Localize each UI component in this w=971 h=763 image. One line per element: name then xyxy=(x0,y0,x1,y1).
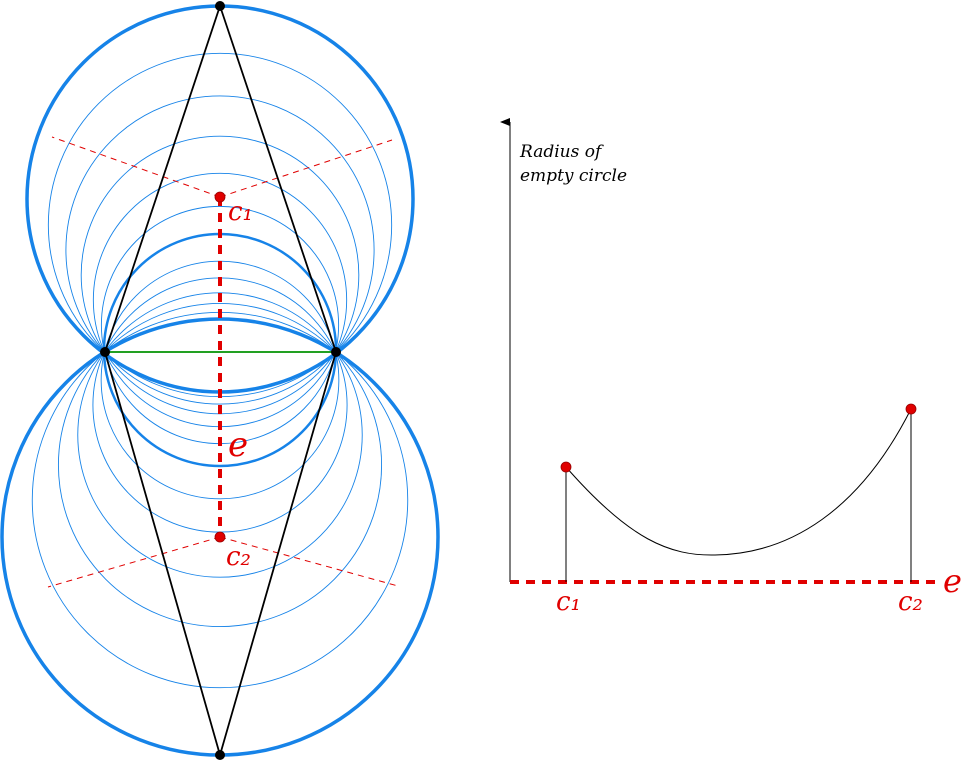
label-e: e xyxy=(228,425,248,465)
label-c1: c₁ xyxy=(228,197,253,227)
label-e: e xyxy=(943,562,962,600)
vertices xyxy=(100,1,341,760)
label-c2: c₂ xyxy=(226,542,251,572)
thin-circle xyxy=(77,292,363,578)
circle-family xyxy=(31,52,409,689)
bisectors xyxy=(47,136,399,588)
radius-curve xyxy=(565,408,912,556)
endpoint xyxy=(905,403,917,415)
axis-label: empty circle xyxy=(520,166,627,186)
thin-circle xyxy=(31,311,409,689)
axis-label: Radius of xyxy=(519,142,604,162)
centers xyxy=(214,191,226,543)
x-label: c₁ xyxy=(556,587,581,617)
thin-circle xyxy=(65,95,375,405)
thin-circle xyxy=(57,302,383,628)
thin-circle xyxy=(80,135,360,415)
x-label: c₂ xyxy=(898,587,923,617)
endpoint xyxy=(560,461,572,473)
